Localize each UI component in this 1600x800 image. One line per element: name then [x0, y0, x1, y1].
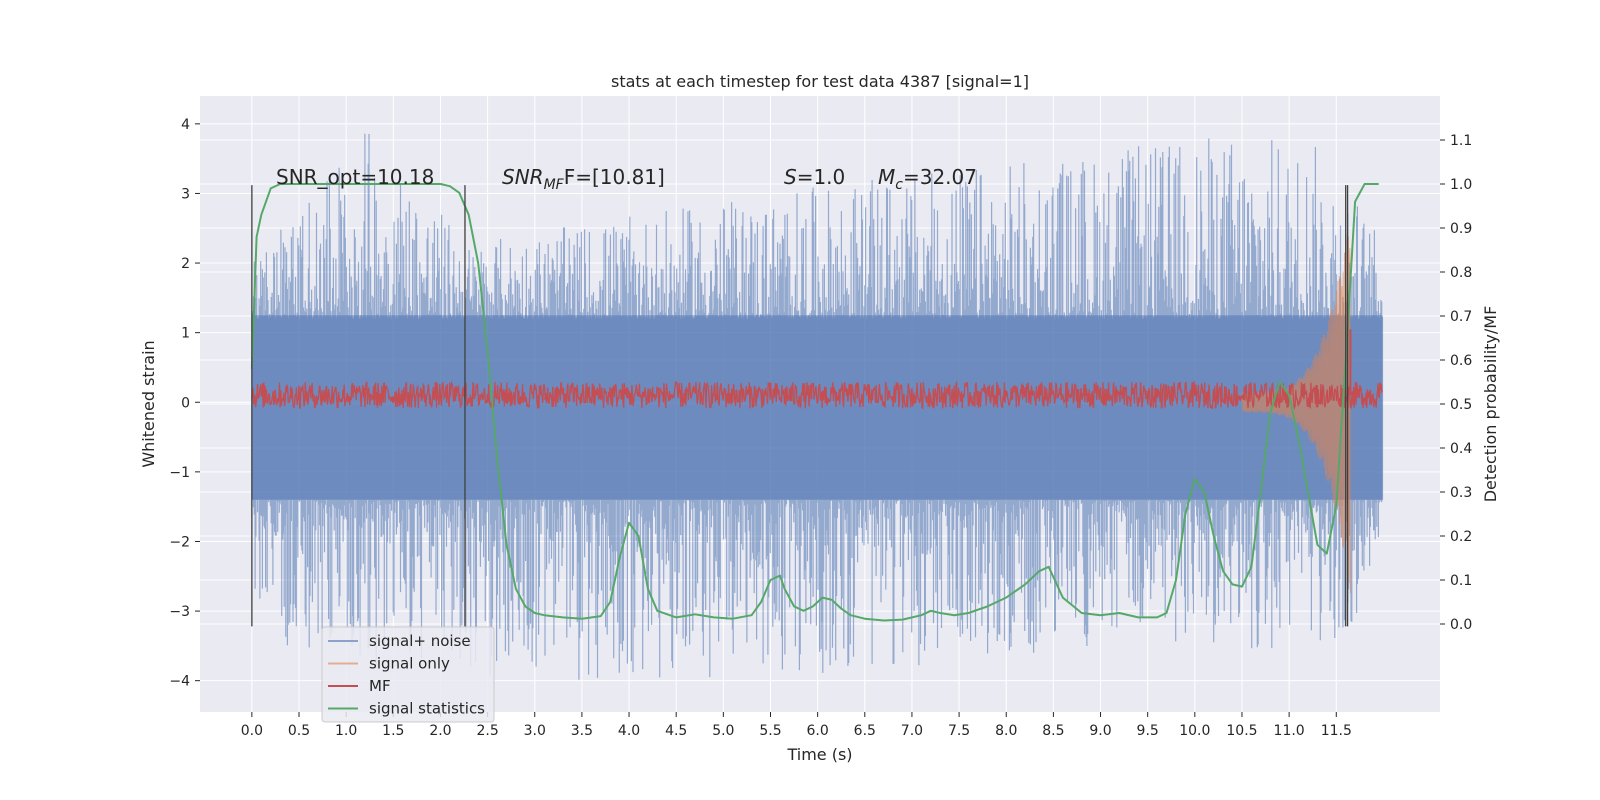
- mf-series: [251, 329, 1384, 411]
- x-tick-label: 6.0: [807, 723, 829, 739]
- annotation-mc-value: =32.07: [903, 165, 977, 189]
- x-tick-label: 0.0: [241, 723, 263, 739]
- chart-title: stats at each timestep for test data 438…: [611, 72, 1029, 91]
- x-tick-label: 3.5: [571, 723, 593, 739]
- annotation-mc-subscript: c: [895, 177, 903, 193]
- x-tick-label: 6.5: [854, 723, 876, 739]
- annotation-snr-mf-main: SNR: [502, 165, 544, 189]
- annotation-snr-mf-subscript: MF: [544, 177, 565, 193]
- y2-tick-label: 1.1: [1450, 133, 1472, 149]
- signal-statistics-series: [250, 183, 1379, 622]
- x-tick-label: 9.0: [1089, 723, 1111, 739]
- y-tick-label: 3: [181, 186, 190, 202]
- y2-tick-label: 0.3: [1450, 485, 1472, 501]
- y2-tick-label: 0.8: [1450, 265, 1472, 281]
- annotation-s-value: =1.0: [797, 165, 846, 189]
- y2-tick-label: 0.2: [1450, 529, 1472, 545]
- y2-tick-label: 0.6: [1450, 353, 1472, 369]
- signal-only-trace: [1241, 234, 1351, 594]
- x-tick-label: 4.0: [618, 723, 640, 739]
- annotation-mc: Mc=32.07: [878, 165, 977, 193]
- x-tick-label: 2.5: [476, 723, 498, 739]
- legend-frame: [321, 626, 495, 723]
- x-tick-label: 9.5: [1137, 723, 1159, 739]
- annotation-s: S=1.0: [784, 165, 845, 189]
- annotation-snr-opt: SNR_opt=10.18: [276, 165, 434, 189]
- signal-only-series: [1241, 234, 1351, 594]
- y-tick-label: 0: [181, 395, 190, 411]
- legend-label: signal only: [369, 655, 450, 673]
- y-tick-label: 1: [181, 326, 190, 342]
- y-tick-label: −1: [169, 465, 190, 481]
- x-tick-label: 10.5: [1226, 723, 1257, 739]
- y-tick-label: −3: [169, 604, 190, 620]
- x-tick-label: 2.0: [429, 723, 451, 739]
- annotation-snr-mf-value: F=[10.81]: [564, 165, 665, 189]
- x-tick-label: 7.5: [948, 723, 970, 739]
- x-axis-label: Time (s): [786, 745, 852, 764]
- x-tick-label: 8.5: [1042, 723, 1064, 739]
- y-tick-label: 4: [181, 117, 190, 133]
- y2-tick-label: 0.7: [1450, 309, 1472, 325]
- mf-trace: [251, 380, 1384, 411]
- x-tick-label: 11.0: [1274, 723, 1305, 739]
- x-tick-label: 11.5: [1321, 723, 1352, 739]
- x-tick-label: 0.5: [288, 723, 310, 739]
- annotation-mc-main: M: [878, 165, 895, 189]
- y2-tick-label: 1.0: [1450, 177, 1472, 193]
- signal-statistics-line: [250, 183, 1379, 622]
- x-tick-label: 1.5: [382, 723, 404, 739]
- legend-label: signal statistics: [369, 700, 485, 718]
- y-tick-label: −2: [169, 534, 190, 550]
- y2-tick-label: 0.0: [1450, 617, 1472, 633]
- y2-axis-label: Detection probability/MF: [1481, 306, 1500, 503]
- x-tick-label: 5.0: [712, 723, 734, 739]
- axis-ticks: 0.0 0.5 1.0 1.5 2.0 2.5 3.0 3.5 4.0 4.5 5.0 5.5 6.0 6…: [169, 117, 1472, 739]
- y-tick-label: 2: [181, 256, 190, 272]
- x-tick-label: 5.5: [759, 723, 781, 739]
- y2-tick-label: 0.4: [1450, 441, 1472, 457]
- y2-tick-label: 0.5: [1450, 397, 1472, 413]
- x-tick-label: 8.0: [995, 723, 1017, 739]
- y2-tick-label: 0.9: [1450, 221, 1472, 237]
- legend-label: MF: [369, 677, 391, 695]
- legend-label: signal+ noise: [369, 632, 471, 650]
- y-tick-label: −4: [169, 674, 190, 690]
- vertical-markers: [251, 185, 1349, 627]
- annotations: SNR_opt=10.18 SNRMFF=[10.81] S=1.0 Mc=32…: [276, 165, 977, 193]
- y2-tick-label: 0.1: [1450, 573, 1472, 589]
- x-tick-label: 10.0: [1179, 723, 1210, 739]
- x-tick-label: 1.0: [335, 723, 357, 739]
- y-axis-label: Whitened strain: [139, 340, 158, 467]
- annotation-snr-mf: SNRMFF=[10.81]: [502, 165, 665, 193]
- annotation-s-main: S: [784, 165, 797, 189]
- signal-noise-series: [251, 133, 1384, 680]
- x-tick-label: 7.0: [901, 723, 923, 739]
- x-tick-label: 3.0: [524, 723, 546, 739]
- x-tick-label: 4.5: [665, 723, 687, 739]
- signal-noise-core: [251, 315, 1383, 500]
- legend: signal+ noise signal only MF signal statist…: [321, 626, 495, 723]
